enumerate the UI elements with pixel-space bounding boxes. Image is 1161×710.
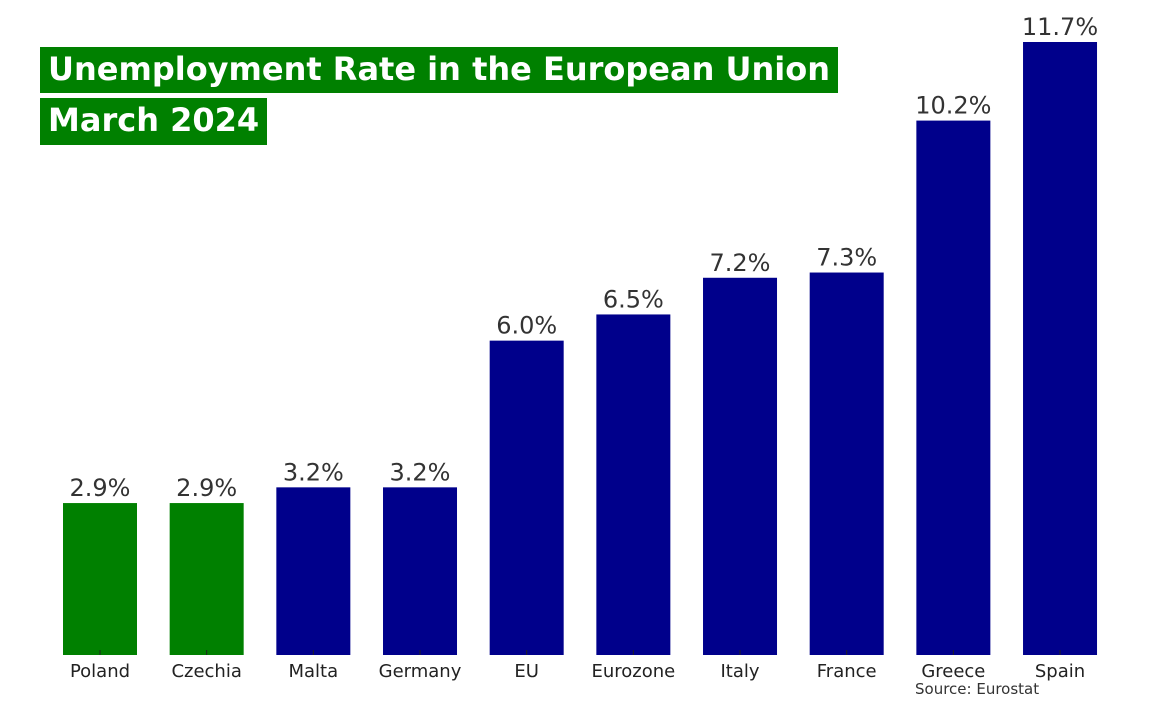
data-label: 10.2% bbox=[915, 92, 991, 120]
bar-eu bbox=[489, 340, 564, 655]
data-label: 6.0% bbox=[496, 312, 557, 340]
data-label: 2.9% bbox=[70, 474, 131, 502]
bar-eurozone bbox=[596, 314, 671, 655]
data-label: 2.9% bbox=[176, 474, 237, 502]
x-tick-label: Italy bbox=[720, 661, 759, 682]
data-label: 6.5% bbox=[603, 285, 664, 313]
data-label: 3.2% bbox=[390, 458, 451, 486]
bar-italy bbox=[703, 277, 778, 655]
bar-malta bbox=[276, 487, 351, 655]
data-label: 7.2% bbox=[710, 249, 771, 277]
data-label: 3.2% bbox=[283, 458, 344, 486]
data-labels-group: 2.9% 2.9% 3.2% 3.2% 6.0% 6.5% 7.2% 7.3% 10.2% 11.… bbox=[70, 13, 1099, 502]
x-tick-label: Malta bbox=[289, 661, 339, 682]
bar-germany bbox=[383, 487, 458, 655]
x-tick-label: Greece bbox=[921, 661, 985, 682]
bars-group bbox=[63, 42, 1098, 656]
data-label: 11.7% bbox=[1022, 13, 1098, 41]
chart-subtitle: March 2024 bbox=[40, 98, 268, 145]
source-annotation: Source: Eurostat bbox=[915, 680, 1040, 698]
bar-spain bbox=[1023, 42, 1098, 655]
bar-greece bbox=[916, 120, 991, 656]
bar-france bbox=[809, 272, 884, 655]
data-label: 7.3% bbox=[816, 244, 877, 272]
x-tick-label: Eurozone bbox=[591, 661, 675, 682]
x-tick-label: Germany bbox=[379, 661, 462, 682]
bar-czechia bbox=[169, 503, 244, 655]
x-ticks-group bbox=[99, 650, 1061, 655]
x-tick-label: Czechia bbox=[171, 661, 241, 682]
x-tick-label: Spain bbox=[1035, 661, 1085, 682]
x-tick-label: France bbox=[817, 661, 877, 682]
bar-poland bbox=[63, 503, 137, 655]
chart-title: Unemployment Rate in the European Union bbox=[40, 47, 839, 93]
x-tick-label: Poland bbox=[70, 661, 130, 682]
x-tick-labels-group: Poland Czechia Malta Germany EU Eurozone Italy… bbox=[70, 661, 1085, 682]
x-tick-label: EU bbox=[514, 661, 539, 682]
